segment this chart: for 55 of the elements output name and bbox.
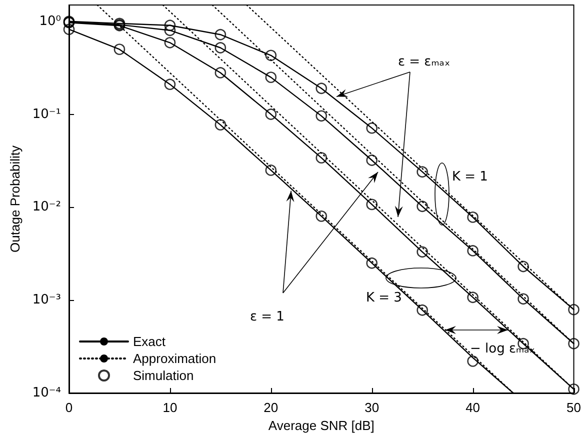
- point: [366, 122, 378, 134]
- point: [164, 20, 176, 32]
- point: [316, 82, 328, 94]
- annotation: K = 1: [452, 170, 488, 184]
- point: [416, 200, 428, 212]
- x-tick-label: 40: [466, 400, 480, 415]
- point: [265, 164, 277, 176]
- point: [366, 154, 378, 166]
- point: [518, 293, 529, 305]
- point: [467, 292, 478, 304]
- y-axis-title: Outage Probability: [7, 145, 22, 252]
- legend-label: Simulation: [133, 368, 194, 383]
- x-tick-label: 50: [566, 400, 582, 415]
- annotation: K = 3: [366, 290, 402, 306]
- annotation: ε = 1: [250, 310, 284, 324]
- point: [416, 166, 428, 178]
- point: [518, 260, 529, 272]
- x-axis-title: Average SNR [dB]: [268, 418, 374, 433]
- y-tick-label: 10⁻²: [32, 200, 61, 215]
- point: [568, 304, 580, 316]
- point: [63, 24, 75, 36]
- x-tick-label: 20: [264, 400, 278, 415]
- point: [568, 338, 580, 350]
- y-tick-label: 10⁰: [39, 14, 61, 29]
- point: [114, 44, 126, 55]
- point: [164, 78, 176, 90]
- y-tick-label: 10⁻¹: [32, 106, 61, 122]
- point: [214, 119, 226, 130]
- point: [164, 37, 176, 48]
- point: [416, 304, 428, 316]
- point: [416, 246, 428, 258]
- x-tick-label: 30: [364, 400, 380, 415]
- point: [316, 210, 328, 222]
- point: [568, 384, 580, 395]
- point: [467, 356, 478, 367]
- point: [366, 257, 378, 269]
- x-tick-label: 10: [162, 400, 178, 415]
- point: [316, 152, 328, 164]
- point: [214, 42, 226, 54]
- point: [316, 110, 328, 122]
- point: [467, 212, 478, 223]
- y-tick-label: 10⁻³: [32, 292, 61, 308]
- point: [467, 245, 478, 256]
- x-tick-label: 0: [65, 400, 73, 415]
- annotation: ε = εₘₐₓ: [398, 54, 450, 70]
- point: [214, 67, 226, 78]
- point: [265, 108, 277, 120]
- point: [164, 24, 176, 36]
- point: [265, 72, 277, 83]
- legend-label: Approximation: [133, 351, 216, 366]
- point: [265, 50, 277, 62]
- point: [214, 28, 226, 40]
- point: [366, 198, 378, 210]
- y-tick-label: 10⁻⁴: [32, 386, 61, 400]
- legend-label: Exact: [133, 334, 166, 349]
